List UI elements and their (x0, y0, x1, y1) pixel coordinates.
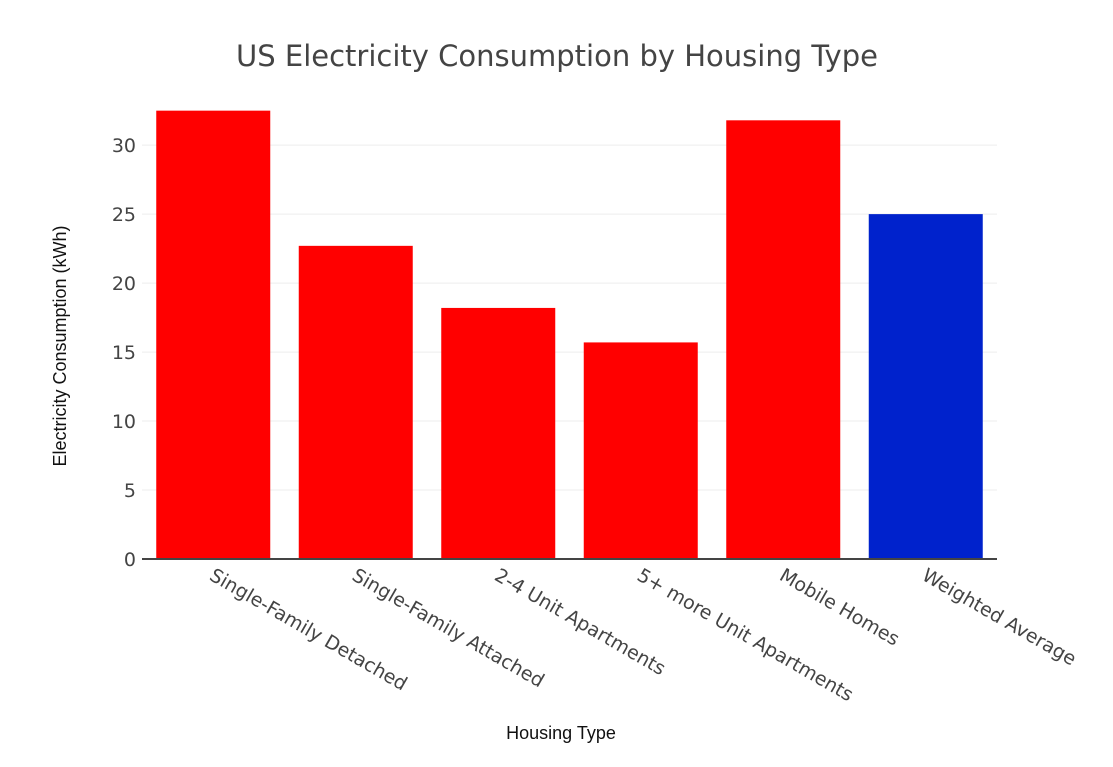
bar-single-family-detached[interactable] (156, 110, 271, 560)
y-tick-label: 25 (112, 204, 136, 226)
y-tick-label: 5 (124, 480, 136, 502)
y-axis-title: Electricity Consumption (kWh) (50, 225, 70, 466)
bar-mobile-homes[interactable] (726, 120, 841, 559)
bar-2-4-unit-apartments[interactable] (441, 307, 556, 559)
bar-weighted-average[interactable] (868, 214, 983, 559)
y-tick-labels: 0 5 10 15 20 25 30 (112, 135, 136, 571)
bar-5-more-unit-apartments[interactable] (583, 342, 698, 559)
y-tick-label: 30 (112, 135, 136, 157)
bar-single-family-attached[interactable] (298, 245, 413, 559)
y-tick-label: 0 (124, 549, 136, 571)
x-axis-title: Housing Type (506, 723, 616, 743)
y-tick-label: 20 (112, 273, 136, 295)
y-tick-label: 15 (112, 342, 136, 364)
y-tick-label: 10 (112, 411, 136, 433)
bars (156, 110, 983, 560)
x-tick-label: Mobile Homes (776, 564, 903, 650)
gridlines (142, 144, 997, 491)
x-tick-label: Weighted Average (918, 564, 1080, 670)
chart-title: US Electricity Consumption by Housing Ty… (236, 39, 878, 73)
